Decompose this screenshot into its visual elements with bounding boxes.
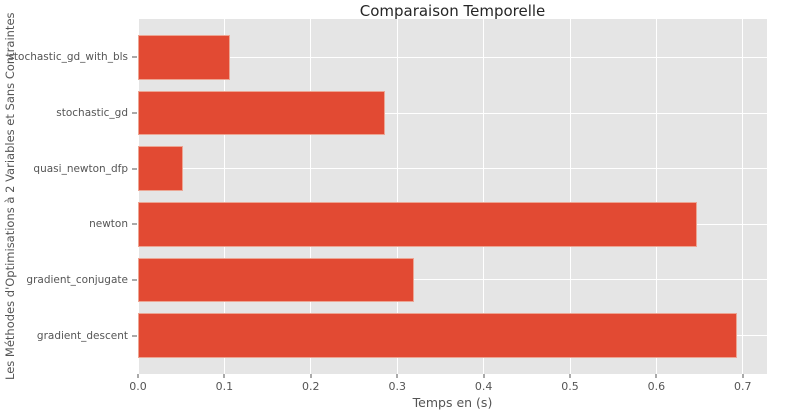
plot-area bbox=[137, 19, 767, 374]
x-tick-label: 0.2 bbox=[302, 380, 320, 393]
x-tick-mark bbox=[742, 374, 744, 378]
y-tick-label: newton bbox=[89, 218, 128, 231]
y-tick-label: quasi_newton_dfp bbox=[33, 162, 128, 175]
vertical-gridline bbox=[396, 19, 398, 374]
y-tick-mark bbox=[132, 335, 137, 337]
y-tick-mark bbox=[132, 168, 137, 170]
x-tick-label: 0.3 bbox=[388, 380, 406, 393]
vertical-gridline bbox=[742, 19, 744, 374]
vertical-gridline bbox=[137, 19, 139, 374]
y-tick-mark bbox=[132, 223, 137, 225]
x-tick-label: 0.1 bbox=[215, 380, 234, 393]
x-tick-mark bbox=[483, 374, 485, 378]
horizontal-gridline bbox=[138, 168, 767, 170]
x-tick-label: 0.5 bbox=[561, 380, 579, 393]
y-tick-label: stochastic_gd_with_bls bbox=[8, 51, 128, 64]
vertical-gridline bbox=[569, 19, 571, 374]
x-tick-mark bbox=[223, 374, 225, 378]
vertical-gridline bbox=[310, 19, 312, 374]
y-tick-mark bbox=[132, 56, 137, 58]
y-tick-label: gradient_descent bbox=[36, 329, 128, 342]
x-tick-label: 0.0 bbox=[129, 380, 147, 393]
x-tick-label: 0.7 bbox=[734, 380, 752, 393]
x-axis-tick-area: 0.0 0.1 0.2 0.3 0.4 0.5 0.6 0.7 bbox=[129, 374, 767, 396]
horizontal-gridline bbox=[138, 56, 767, 58]
x-axis-label: Temps en (s) bbox=[412, 395, 493, 410]
y-tick-mark bbox=[132, 279, 137, 281]
x-tick-label: 0.6 bbox=[647, 380, 666, 393]
vertical-gridline bbox=[655, 19, 657, 374]
x-tick-mark bbox=[655, 374, 657, 378]
bar-stochastic_gd_with_bls bbox=[138, 35, 231, 80]
x-tick-mark bbox=[396, 374, 398, 378]
horizontal-gridline bbox=[138, 112, 767, 114]
y-tick-label: gradient_conjugate bbox=[26, 273, 128, 286]
bar-quasi_newton_dfp bbox=[138, 146, 183, 191]
x-tick-label: 0.4 bbox=[474, 380, 493, 393]
vertical-gridline bbox=[223, 19, 225, 374]
bar-stochastic_gd bbox=[138, 90, 386, 136]
y-tick-mark bbox=[132, 112, 137, 114]
bar-newton bbox=[138, 202, 697, 247]
horizontal-gridline bbox=[138, 279, 767, 281]
bar-gradient_conjugate bbox=[138, 257, 414, 303]
x-tick-mark bbox=[569, 374, 571, 378]
x-tick-mark bbox=[137, 374, 139, 378]
y-tick-label: stochastic_gd bbox=[56, 107, 128, 120]
chart-title: Comparaison Temporelle bbox=[359, 2, 546, 20]
vertical-gridline bbox=[483, 19, 485, 374]
x-tick-mark bbox=[310, 374, 312, 378]
bar-gradient_descent bbox=[138, 313, 737, 358]
